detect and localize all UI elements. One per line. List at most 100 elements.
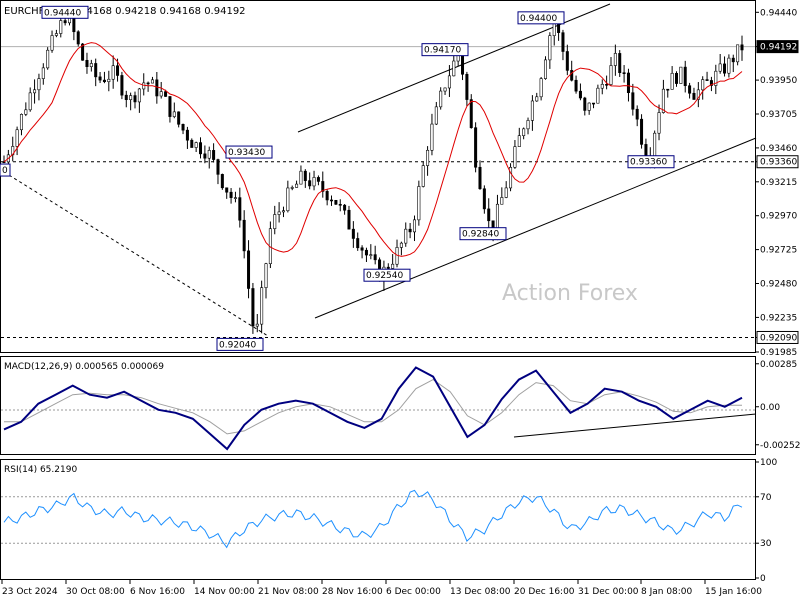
candle-body [260, 287, 264, 325]
candle-body [404, 228, 408, 244]
candle-body [273, 214, 277, 230]
candle-body [81, 43, 85, 61]
candle-body [277, 211, 281, 215]
price-annotation-box [517, 11, 565, 25]
candle-body [107, 78, 111, 83]
candle-body [613, 53, 617, 66]
macd-line [3, 366, 743, 451]
candle-body [727, 57, 731, 74]
price-annotation-box [421, 43, 469, 57]
candle-body [120, 75, 124, 96]
price-tag-box [756, 155, 799, 169]
price-annotation-box [216, 337, 264, 351]
candle-body [661, 88, 665, 113]
candlestick-series [2, 8, 744, 334]
candle-body [194, 142, 198, 148]
candle-body [478, 166, 482, 190]
price-tick-label: 0.92970 [760, 212, 797, 222]
candle-body [238, 197, 242, 221]
candle-body [683, 66, 687, 87]
price-annotation-box [0, 163, 11, 177]
candle-body [736, 44, 740, 63]
price-annotations: 0.94440 0.94170 0.94400 0.93430 0.93360 0.928… [0, 5, 675, 351]
candle-body [356, 238, 360, 249]
candle-body [452, 60, 456, 77]
time-tick-label: 13 Dec 08:00 [450, 587, 511, 597]
candle-body [487, 208, 491, 222]
candle-body [185, 129, 189, 141]
time-tick-label: 28 Nov 16:00 [322, 587, 383, 597]
price-tick-label: 0.93705 [760, 110, 797, 120]
price-tick-label: 0.93215 [760, 178, 797, 188]
rsi-tick-label: 30 [760, 539, 772, 549]
candle-body [116, 65, 120, 76]
candle-body [229, 191, 233, 198]
price-annotation-label: 0.92540 [366, 271, 403, 281]
candle-body [443, 87, 447, 92]
candle-body [626, 72, 630, 94]
candle-body [740, 44, 744, 51]
candle-body [54, 33, 58, 36]
candle-body [530, 100, 534, 121]
rsi-title: RSI(14) 65.2190 [4, 465, 77, 475]
candle-body [225, 187, 229, 193]
candle-body [129, 95, 133, 100]
candle-body [233, 197, 237, 199]
candle-body [622, 72, 626, 74]
price-annotation-box [363, 268, 411, 282]
price-tick-label: 0.91985 [760, 348, 797, 358]
price-annotation-box [459, 227, 507, 241]
price-annotation-label: 0.94170 [424, 46, 461, 56]
candle-body [247, 250, 251, 289]
dotted-trendline [3, 171, 269, 337]
time-tick-label: 20 Dec 16:00 [514, 587, 575, 597]
price-annotation-label: 0.92840 [462, 230, 499, 240]
candle-body [587, 102, 591, 111]
candle-body [155, 79, 159, 97]
candle-body [417, 186, 421, 221]
candle-body [330, 199, 334, 202]
candle-body [351, 228, 355, 239]
candle-body [731, 57, 735, 63]
candle-body [570, 70, 574, 81]
candle-body [670, 72, 674, 90]
candle-body [430, 123, 434, 151]
candle-body [299, 170, 303, 185]
candle-body [561, 32, 565, 52]
candle-body [164, 91, 168, 97]
candle-body [59, 20, 63, 34]
candle-body [172, 111, 176, 117]
price-annotation-box [225, 145, 273, 159]
candle-body [386, 266, 390, 269]
time-tick-label: 8 Jan 08:00 [641, 587, 693, 597]
candle-body [474, 127, 478, 168]
candle-body [133, 95, 137, 103]
candle-body [461, 52, 465, 75]
price-axis: 0.94440 0.94192 0.93950 0.93705 0.93460 0.933… [755, 8, 799, 358]
candle-body [723, 63, 727, 74]
candle-body [98, 76, 102, 81]
macd-title: MACD(12,26,9) 0.000565 0.000069 [4, 362, 164, 372]
rsi-tick-label: 100 [760, 458, 777, 468]
price-tick-label: 0.94440 [760, 8, 797, 18]
candle-body [426, 149, 430, 166]
price-annotation-label: 0.94400 [520, 14, 557, 24]
candle-body [509, 167, 513, 189]
candle-body [33, 89, 37, 94]
candle-body [46, 49, 50, 69]
candle-body [408, 228, 412, 233]
candle-body [303, 170, 307, 181]
candle-body [434, 106, 438, 125]
candle-body [447, 75, 451, 89]
candle-body [216, 159, 220, 175]
candle-body [605, 83, 609, 86]
candle-body [522, 128, 526, 136]
price-tick-label: 0.93360 [760, 158, 797, 168]
price-annotation-box [627, 155, 675, 169]
candle-body [653, 132, 657, 159]
symbol-label: EURCHF,H4 [4, 6, 61, 17]
time-tick-label: 31 Dec 00:00 [578, 587, 639, 597]
candle-body [312, 177, 316, 187]
candle-body [596, 87, 600, 104]
